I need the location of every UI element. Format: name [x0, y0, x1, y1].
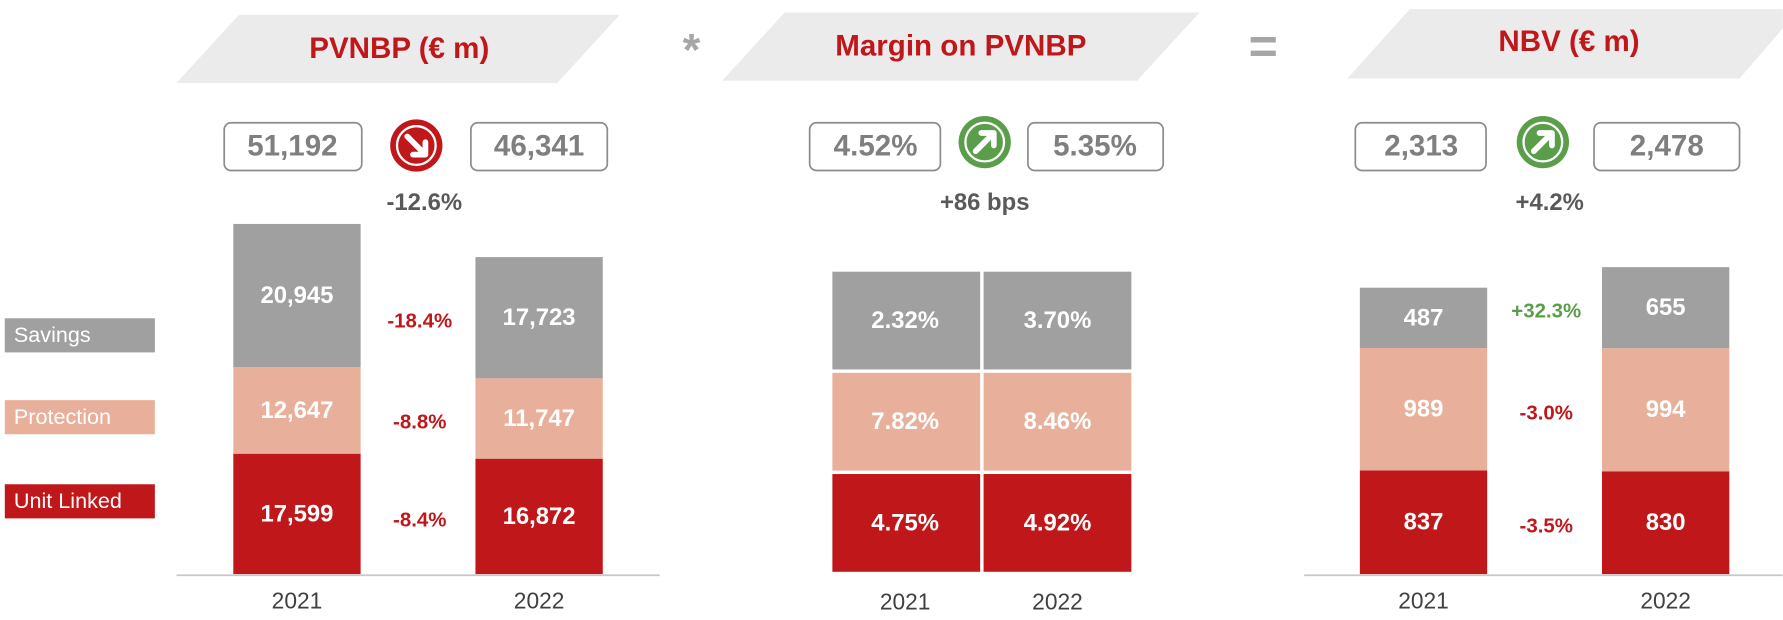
total-value: 2,313 — [1384, 130, 1458, 163]
total-box — [808, 121, 942, 172]
bar-segment — [475, 458, 603, 575]
legend-swatch — [4, 484, 155, 519]
total-value: 5.35% — [1053, 130, 1137, 163]
trend-icon-ring — [395, 125, 437, 166]
segment-change: -18.4% — [387, 310, 452, 333]
value-label: 17,599 — [260, 500, 333, 527]
table-cell — [832, 372, 981, 471]
table-cell — [983, 372, 1132, 471]
cell-value: 7.82% — [871, 408, 939, 435]
x-tick-label: 2022 — [1640, 587, 1691, 613]
x-tick-label: 2021 — [880, 589, 931, 615]
trend-icon-ring — [964, 121, 1006, 163]
total-change: +86 bps — [940, 189, 1030, 216]
bar-segment — [1601, 348, 1730, 472]
header-shape — [1347, 9, 1783, 79]
value-label: 20,945 — [260, 282, 333, 309]
total-change: +4.2% — [1516, 189, 1584, 216]
table-cell — [832, 271, 981, 370]
trend-arrow — [972, 130, 997, 155]
value-label: 994 — [1646, 396, 1687, 423]
x-tick-label: 2022 — [1032, 589, 1083, 615]
cell-value: 3.70% — [1024, 307, 1092, 334]
bar-segment — [1601, 267, 1730, 349]
legend-label: Unit Linked — [14, 488, 122, 513]
table-cell — [832, 474, 981, 572]
total-box — [223, 121, 363, 172]
value-label: 12,647 — [260, 397, 333, 424]
segment-change: +32.3% — [1511, 300, 1581, 323]
total-box — [1354, 121, 1487, 172]
value-label: 830 — [1646, 509, 1686, 536]
value-label: 989 — [1404, 396, 1444, 423]
trend-arrow — [404, 133, 429, 158]
value-label: 655 — [1646, 294, 1686, 321]
total-value: 2,478 — [1630, 130, 1704, 163]
segment-change: -3.0% — [1520, 402, 1573, 425]
legend-label: Protection — [14, 404, 111, 429]
total-box — [1027, 121, 1165, 172]
x-tick-label: 2022 — [514, 587, 565, 613]
total-value: 51,192 — [247, 130, 337, 163]
bar-segment — [1359, 470, 1488, 575]
trend-arrow — [1530, 130, 1555, 155]
cell-value: 4.75% — [871, 509, 939, 536]
total-box — [1593, 121, 1741, 172]
value-label: 487 — [1404, 304, 1444, 331]
segment-change: -3.5% — [1520, 515, 1573, 538]
bar-segment — [233, 453, 361, 575]
bar-segment — [233, 367, 361, 454]
cell-value: 4.92% — [1024, 509, 1092, 536]
header-shape — [176, 14, 620, 83]
value-label: 837 — [1404, 509, 1444, 536]
legend-swatch — [4, 400, 155, 435]
trend-icon-ring — [1522, 121, 1564, 163]
total-change: -12.6% — [386, 189, 462, 216]
bar-segment — [233, 223, 361, 368]
segment-change: -8.8% — [393, 410, 446, 433]
segment-change: -8.4% — [393, 508, 446, 531]
bar-segment — [475, 378, 603, 459]
header-shape — [722, 12, 1200, 81]
bar-segment — [475, 257, 603, 379]
bar-segment — [1601, 471, 1730, 575]
cell-value: 2.32% — [871, 307, 939, 334]
operator: * — [683, 24, 701, 75]
bar-segment — [1359, 347, 1488, 471]
x-tick-label: 2021 — [1398, 587, 1449, 613]
chart-title: Margin on PVNBP — [835, 30, 1086, 63]
x-tick-label: 2021 — [272, 587, 323, 613]
chart-title: PVNBP (€ m) — [309, 32, 489, 65]
total-value: 46,341 — [494, 130, 584, 163]
table-cell — [983, 271, 1132, 370]
table-cell — [983, 474, 1132, 572]
operator: = — [1249, 18, 1278, 74]
value-label: 17,723 — [503, 304, 576, 331]
legend-swatch — [4, 318, 155, 353]
legend-label: Savings — [14, 322, 91, 347]
value-label: 11,747 — [503, 405, 575, 432]
total-box — [470, 121, 609, 172]
value-label: 16,872 — [503, 503, 576, 530]
total-value: 4.52% — [834, 130, 918, 163]
cell-value: 8.46% — [1024, 408, 1092, 435]
bar-segment — [1359, 287, 1488, 348]
chart-title: NBV (€ m) — [1498, 25, 1639, 58]
